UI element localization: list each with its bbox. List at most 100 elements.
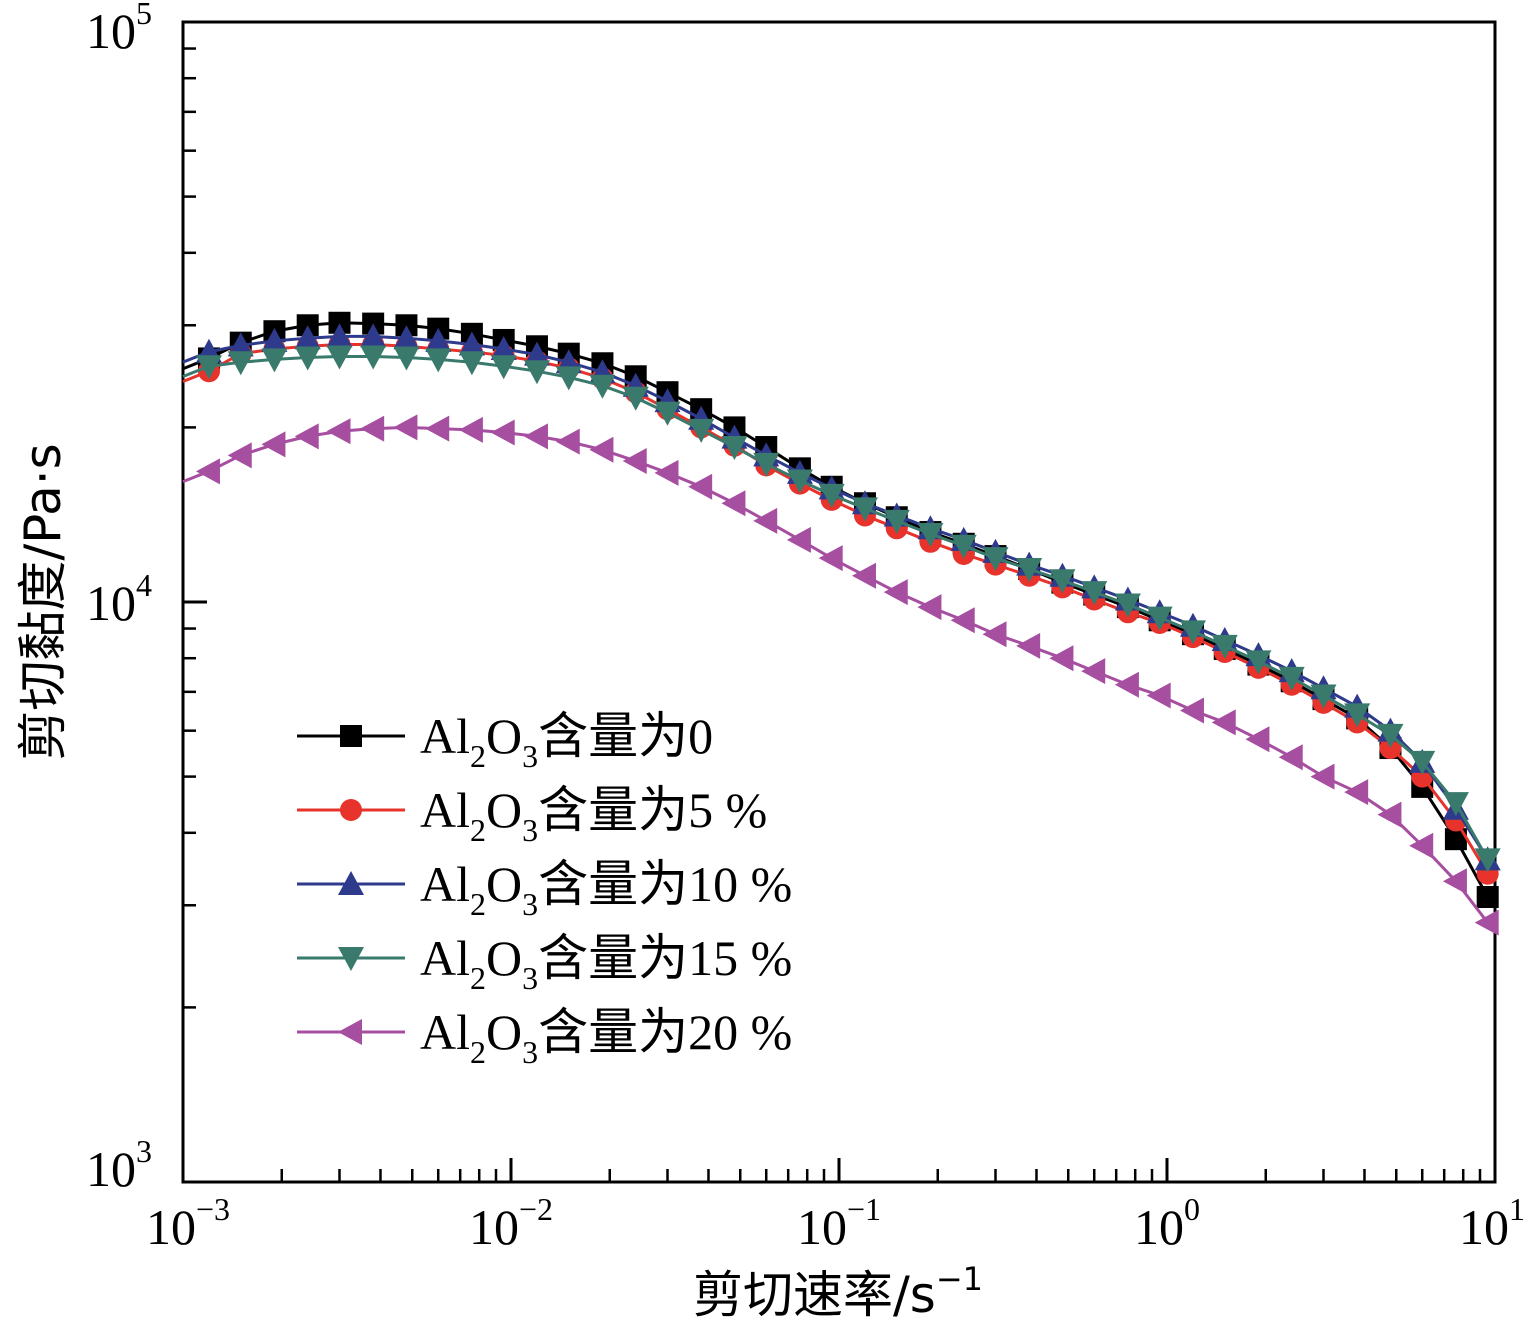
data-point <box>195 458 220 485</box>
data-point <box>195 355 222 380</box>
data-point <box>818 545 843 572</box>
legend-marker <box>340 725 362 747</box>
legend-label: Al2O3含量为10 % <box>420 856 792 922</box>
data-point <box>425 348 452 373</box>
data-point <box>1344 703 1371 728</box>
data-point <box>917 594 942 621</box>
legend-item-4: Al2O3含量为20 % <box>297 1004 792 1070</box>
data-point <box>1444 828 1467 851</box>
data-point <box>1344 779 1369 806</box>
x-tick-label: 101 <box>1459 1191 1525 1255</box>
x-tick-label: 10−2 <box>469 1191 553 1255</box>
series-1 <box>182 333 1499 885</box>
data-point <box>1016 557 1043 582</box>
data-point <box>950 534 977 559</box>
data-point <box>1310 763 1335 790</box>
data-point <box>1409 832 1434 859</box>
data-point <box>1146 682 1171 709</box>
data-point <box>360 345 387 370</box>
data-point <box>1377 723 1404 748</box>
data-point <box>555 428 580 455</box>
data-point <box>1245 726 1270 753</box>
legend-marker <box>338 1019 362 1045</box>
data-point <box>326 345 353 370</box>
data-point <box>851 497 878 522</box>
data-point <box>1081 658 1106 685</box>
data-point <box>1442 868 1467 895</box>
series-4 <box>182 414 1499 936</box>
data-point <box>360 323 387 348</box>
data-point <box>523 423 548 450</box>
legend-item-0: Al2O3含量为0 <box>297 708 713 774</box>
data-point <box>786 469 813 494</box>
data-point <box>294 346 321 371</box>
data-point <box>458 351 485 376</box>
data-point <box>425 415 450 442</box>
data-point <box>753 452 780 477</box>
data-point <box>1476 886 1499 909</box>
data-point <box>721 490 746 517</box>
data-point <box>883 509 910 534</box>
data-point <box>1114 593 1141 618</box>
series-layer <box>182 311 1501 936</box>
data-point <box>917 522 944 547</box>
data-point <box>622 448 647 475</box>
data-point <box>1146 606 1173 631</box>
data-point <box>982 547 1009 572</box>
data-point <box>1379 737 1402 760</box>
series-line <box>182 334 1489 861</box>
data-point <box>1278 744 1303 771</box>
data-point <box>688 473 713 500</box>
data-point <box>1377 801 1402 828</box>
data-point <box>622 386 649 411</box>
plot-frame <box>181 20 1497 1184</box>
legend-label: Al2O3含量为5 % <box>420 782 767 848</box>
data-point <box>458 416 483 443</box>
data-point <box>1179 620 1206 645</box>
data-point <box>982 621 1007 648</box>
data-point <box>688 418 715 443</box>
data-point <box>753 507 778 534</box>
data-point <box>786 526 811 553</box>
ticks: 10−3 10−2 10−1 100 101 103 104 105 <box>86 0 1525 1255</box>
x-tick-label: 10−1 <box>797 1191 881 1255</box>
y-tick-label: 104 <box>86 567 152 631</box>
data-point <box>1310 684 1337 709</box>
data-point <box>326 418 351 445</box>
data-point <box>1081 581 1108 606</box>
legend-item-1: Al2O3含量为5 % <box>297 782 767 848</box>
data-point <box>654 459 679 486</box>
data-point <box>227 351 254 376</box>
data-point <box>490 419 515 446</box>
data-point <box>1474 848 1501 873</box>
legend-label: Al2O3含量为15 % <box>420 930 792 996</box>
data-point <box>950 607 975 634</box>
data-point <box>1049 569 1076 594</box>
legend-item-2: Al2O3含量为10 % <box>297 856 792 922</box>
data-point <box>1278 666 1305 691</box>
data-point <box>654 401 681 426</box>
data-point <box>393 325 420 350</box>
data-point <box>1016 632 1041 659</box>
data-point <box>1245 650 1272 675</box>
data-point <box>458 331 485 356</box>
data-point <box>261 431 286 458</box>
data-point <box>1211 709 1236 736</box>
data-point <box>721 436 748 461</box>
data-point <box>393 414 418 441</box>
y-tick-label: 103 <box>86 1133 152 1197</box>
legend-marker <box>340 799 362 821</box>
data-point <box>227 442 252 469</box>
legend-label: Al2O3含量为0 <box>420 708 713 774</box>
data-point <box>294 423 319 450</box>
data-point <box>1179 697 1204 724</box>
data-point <box>555 366 582 391</box>
legend-marker <box>338 947 364 971</box>
data-point <box>1049 645 1074 672</box>
data-point <box>261 348 288 373</box>
data-point <box>1474 909 1499 936</box>
series-0 <box>182 311 1499 909</box>
data-point <box>490 336 517 361</box>
data-point <box>1211 634 1238 659</box>
